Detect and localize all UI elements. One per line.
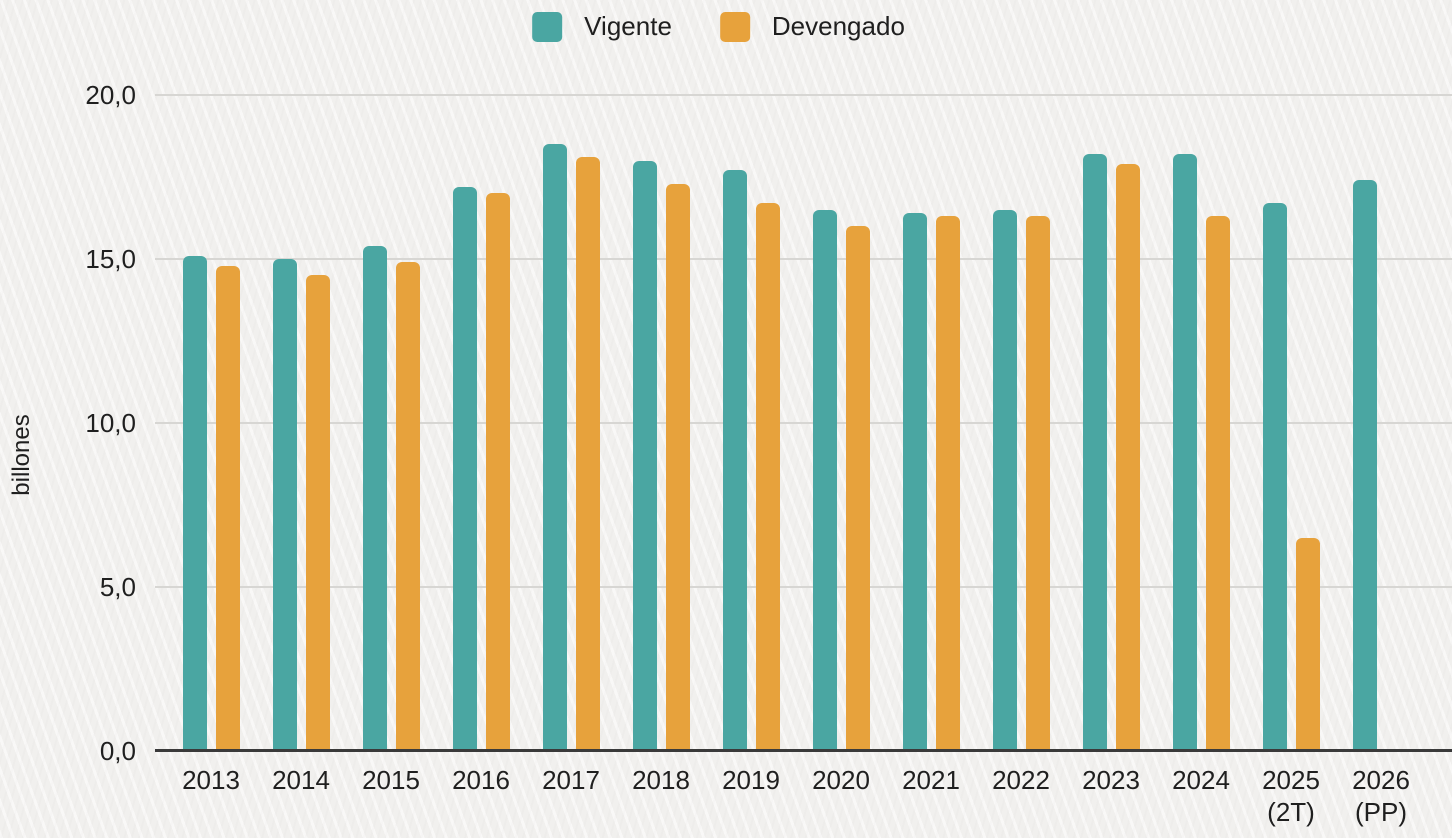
bar-vigente-2024[interactable] — [1172, 154, 1197, 751]
bar-vigente-2025[interactable] — [1262, 203, 1287, 751]
bar-devengado-2015[interactable] — [395, 262, 420, 751]
bar-group-2026: 2026 (PP) — [1336, 95, 1426, 827]
x-axis-label-2017: 2017 — [542, 765, 600, 795]
bar-devengado-2013[interactable] — [215, 265, 240, 751]
y-tick-label-10: 10,0 — [85, 408, 136, 438]
bar-group-2019: 2019 — [706, 95, 796, 795]
bar-vigente-2026[interactable] — [1352, 180, 1377, 751]
bar-vigente-2016[interactable] — [452, 186, 477, 751]
legend-item-devengado[interactable]: Devengado — [719, 11, 905, 42]
legend-swatch-vigente — [532, 11, 563, 42]
bar-vigente-2018[interactable] — [632, 160, 657, 751]
x-axis-label-2023: 2023 — [1082, 765, 1140, 795]
bar-vigente-2017[interactable] — [542, 144, 567, 751]
bar-groups: 2013 2014 2015 2016 2017 2018 2019 2020 2021 2022… — [166, 95, 1426, 827]
x-axis-label-2018: 2018 — [632, 765, 690, 795]
y-tick-label-5: 5,0 — [99, 572, 136, 602]
bar-group-2023: 2023 — [1066, 95, 1156, 795]
bar-group-2020: 2020 — [796, 95, 886, 795]
legend-item-vigente[interactable]: Vigente — [532, 11, 672, 42]
y-tick-label-15: 15,0 — [85, 244, 136, 274]
bar-vigente-2014[interactable] — [272, 259, 297, 751]
bar-vigente-2019[interactable] — [722, 170, 747, 751]
bar-vigente-2020[interactable] — [812, 209, 837, 751]
x-axis-label-2022: 2022 — [992, 765, 1050, 795]
bar-devengado-2016[interactable] — [485, 193, 510, 751]
bar-devengado-2025[interactable] — [1295, 537, 1320, 751]
bar-vigente-2013[interactable] — [182, 255, 207, 751]
bar-group-2017: 2017 — [526, 95, 616, 795]
x-axis-label-2013: 2013 — [182, 765, 240, 795]
x-axis-label-2016: 2016 — [452, 765, 510, 795]
bar-devengado-2020[interactable] — [845, 226, 870, 751]
chart-legend: Vigente Devengado — [532, 11, 905, 42]
legend-label-devengado: Devengado — [771, 11, 905, 41]
bar-devengado-2017[interactable] — [575, 157, 600, 751]
bar-vigente-2022[interactable] — [992, 209, 1017, 751]
bar-group-2015: 2015 — [346, 95, 436, 795]
y-tick-label-0: 0,0 — [99, 736, 136, 766]
gridline-20 — [155, 94, 1452, 96]
bar-vigente-2015[interactable] — [362, 245, 387, 751]
x-axis-label-2026: 2026 (PP) — [1352, 765, 1410, 827]
x-axis-label-2015: 2015 — [362, 765, 420, 795]
x-axis-label-2020: 2020 — [812, 765, 870, 795]
bar-group-2013: 2013 — [166, 95, 256, 795]
x-axis-label-2024: 2024 — [1172, 765, 1230, 795]
bar-group-2016: 2016 — [436, 95, 526, 795]
bar-devengado-2014[interactable] — [305, 275, 330, 751]
bar-devengado-2024[interactable] — [1205, 216, 1230, 751]
gridline-10 — [155, 422, 1452, 424]
bar-group-2014: 2014 — [256, 95, 346, 795]
gridline-5 — [155, 586, 1452, 588]
bar-group-2025: 2025 (2T) — [1246, 95, 1336, 827]
x-axis-label-2021: 2021 — [902, 765, 960, 795]
gridline-15 — [155, 258, 1452, 260]
bar-devengado-2018[interactable] — [665, 183, 690, 751]
legend-swatch-devengado — [719, 11, 750, 42]
bar-devengado-2021[interactable] — [935, 216, 960, 751]
bar-devengado-2023[interactable] — [1115, 163, 1140, 751]
bar-group-2022: 2022 — [976, 95, 1066, 795]
x-axis-label-2014: 2014 — [272, 765, 330, 795]
bar-devengado-2019[interactable] — [755, 203, 780, 751]
y-tick-label-20: 20,0 — [85, 80, 136, 110]
legend-label-vigente: Vigente — [584, 11, 672, 41]
bar-vigente-2021[interactable] — [902, 213, 927, 751]
bar-devengado-2022[interactable] — [1025, 216, 1050, 751]
bar-group-2024: 2024 — [1156, 95, 1246, 795]
x-axis-label-2019: 2019 — [722, 765, 780, 795]
bar-vigente-2023[interactable] — [1082, 154, 1107, 751]
x-axis-label-2025: 2025 (2T) — [1262, 765, 1320, 827]
x-axis-line — [155, 749, 1452, 752]
bar-group-2021: 2021 — [886, 95, 976, 795]
plot-area: 2013 2014 2015 2016 2017 2018 2019 2020 2021 2022… — [85, 81, 1452, 827]
bar-group-2018: 2018 — [616, 95, 706, 795]
